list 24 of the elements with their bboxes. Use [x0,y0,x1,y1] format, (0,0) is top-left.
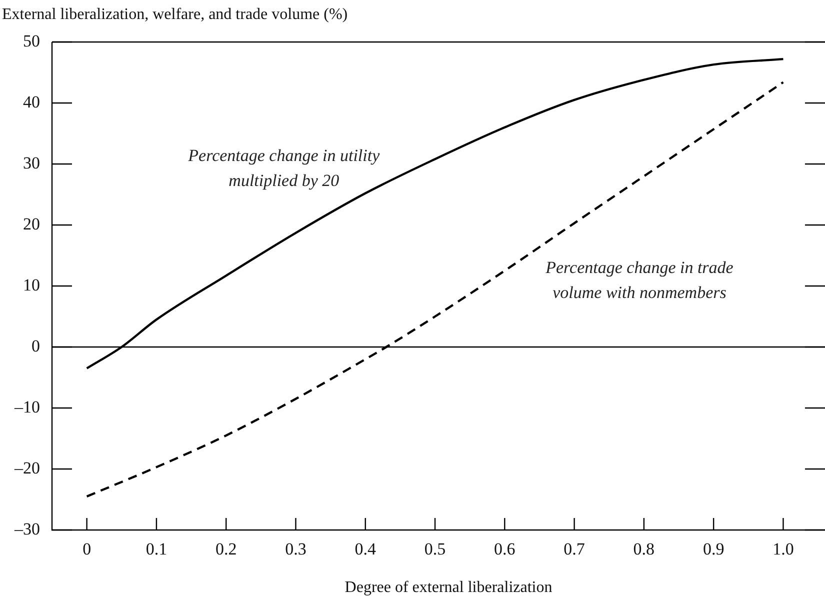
y-tick-label: 40 [23,92,40,112]
y-tick-label: 30 [23,153,40,172]
series-label: Percentage change in utility multiplied by 20 [187,146,380,190]
y-tick-label: 50 [23,31,40,50]
y-tick-label: –10 [14,397,40,416]
x-tick-label: 0.4 [354,540,377,559]
x-tick-label: 0.3 [285,540,306,559]
y-tick-label: 0 [32,336,40,356]
x-tick-label: 0.6 [494,540,516,559]
x-tick-label: 0.5 [424,540,446,559]
x-tick-label: 0.1 [146,540,168,559]
x-tick-label: 1.0 [772,540,794,559]
x-tick-label: 0.7 [564,540,586,559]
y-tick-label: 20 [23,214,40,234]
x-tick-label: 0.9 [702,540,724,559]
series-label: Percentage change in trade volume with nonmembers [544,258,734,302]
y-tick-label: –30 [14,519,40,538]
x-axis-title: Degree of external liberalization [344,579,552,596]
y-axis-title: External liberalization, welfare, and trade volume (%) [2,6,348,23]
x-tick-label: 0.8 [633,540,655,559]
x-tick-label: 0 [82,540,92,559]
y-tick-label: –20 [14,458,40,478]
y-tick-label: 10 [23,275,40,294]
x-tick-label: 0.2 [215,540,237,559]
